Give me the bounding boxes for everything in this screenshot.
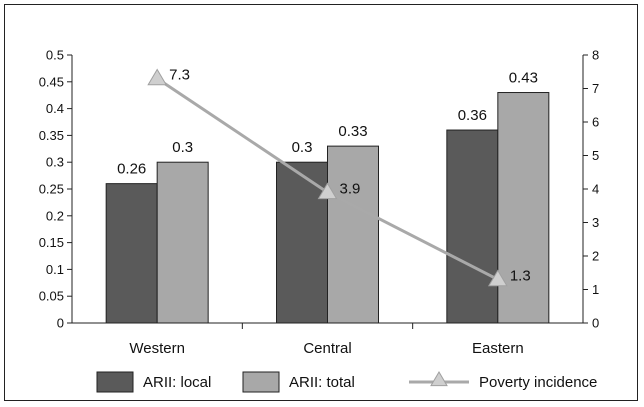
y-left-tick-label: 0: [57, 316, 64, 331]
line-data-label: 3.9: [340, 180, 361, 197]
y-left-tick-label: 0.45: [39, 74, 64, 89]
poverty-point[interactable]: [147, 68, 168, 86]
legend-swatch: [242, 371, 280, 393]
bar[interactable]: [276, 161, 328, 324]
x-tick-label: Central: [303, 340, 351, 357]
line-data-label: 7.3: [169, 66, 190, 83]
y-right-tick-label: 8: [592, 48, 599, 63]
poverty-point[interactable]: [317, 182, 338, 200]
bar[interactable]: [105, 183, 158, 324]
legend-label: Poverty incidence: [479, 374, 597, 391]
y-right-tick-label: 1: [592, 282, 599, 297]
bar[interactable]: [446, 129, 499, 324]
legend-label: ARII: local: [143, 374, 211, 391]
y-right-tick-label: 4: [592, 182, 599, 197]
bar-data-label: 0.3: [172, 139, 193, 156]
legend-swatch: [96, 371, 134, 393]
y-left-tick-label: 0.1: [46, 262, 64, 277]
y-left-tick-label: 0.35: [39, 128, 64, 143]
y-left-tick-label: 0.05: [39, 289, 64, 304]
x-tick-label: Eastern: [472, 340, 524, 357]
y-left-tick-label: 0.25: [39, 182, 64, 197]
legend-marker: [430, 371, 448, 387]
y-right-tick-label: 5: [592, 148, 599, 163]
y-left-tick-label: 0.15: [39, 235, 64, 250]
bar-data-label: 0.43: [509, 70, 538, 87]
line-data-label: 1.3: [510, 267, 531, 284]
y-right-tick-label: 0: [592, 316, 599, 331]
bar[interactable]: [497, 92, 550, 324]
bar-data-label: 0.3: [292, 139, 313, 156]
y-right-tick-label: 7: [592, 81, 599, 96]
bar-data-label: 0.26: [117, 161, 146, 178]
bar-data-label: 0.36: [458, 107, 487, 124]
y-left-tick-label: 0.4: [46, 101, 64, 116]
x-tick-label: Western: [129, 340, 185, 357]
bar[interactable]: [156, 161, 209, 324]
bar-data-label: 0.33: [338, 123, 367, 140]
poverty-point[interactable]: [487, 269, 508, 287]
y-left-tick-label: 0.5: [46, 48, 64, 63]
y-right-tick-label: 6: [592, 115, 599, 130]
y-right-tick-label: 2: [592, 249, 599, 264]
bar[interactable]: [327, 145, 379, 324]
y-right-tick-label: 3: [592, 215, 599, 230]
legend-label: ARII: total: [289, 374, 355, 391]
y-left-tick-label: 0.3: [46, 155, 64, 170]
y-left-tick-label: 0.2: [46, 208, 64, 223]
